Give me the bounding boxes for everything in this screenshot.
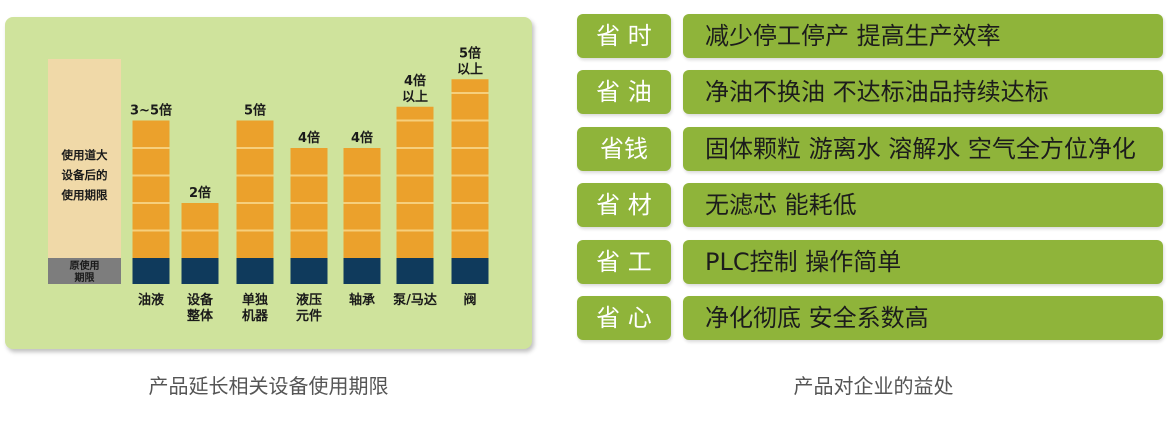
bar-category-label: 设备 <box>187 292 214 308</box>
bar-category-label: 轴承 <box>349 292 375 308</box>
bar-category-label: 泵/马达 <box>393 292 437 308</box>
bar-original <box>396 258 434 284</box>
benefit-desc-worry: 净化彻底 安全系数高 <box>683 296 1163 340</box>
bar-value-label: 2倍 <box>189 185 211 201</box>
benefits-caption: 产品对企业的益处 <box>793 374 954 398</box>
bar-value-label: 5倍 <box>459 45 481 61</box>
benefit-tag-material: 省 材 <box>577 183 671 227</box>
benefit-tag-worry: 省 心 <box>577 296 671 340</box>
bar-value-label: 以上 <box>457 62 483 77</box>
bar-value-label: 3~5倍 <box>130 103 172 119</box>
chart-panel: 使用道大设备后的使用期限原使用 期限 3~5倍油液 2倍设备 整体 5倍单独 机器 4倍液压元… <box>5 17 532 349</box>
baseline-box <box>48 59 121 258</box>
bar-extended <box>132 120 170 258</box>
bar-value-label: 4倍 <box>351 130 373 146</box>
bar-value-label: 4倍 <box>298 130 320 146</box>
benefit-desc-material: 无滤芯 能耗低 <box>683 183 1163 227</box>
bar-original <box>290 258 328 284</box>
bar-original <box>236 258 274 284</box>
benefit-tag-oil: 省 油 <box>577 70 671 114</box>
bar-category-label: 阀 <box>463 292 476 308</box>
benefit-desc-time: 减少停工停产 提高生产效率 <box>683 14 1163 58</box>
bar-value-label: 4倍 <box>404 73 426 89</box>
bar-original <box>181 258 219 284</box>
bar-category-label: 液压 <box>296 292 322 308</box>
baseline-original-label: 原使用 <box>70 259 100 272</box>
baseline-box-label: 设备后的 <box>62 168 108 182</box>
benefit-desc-labor: PLC控制 操作简单 <box>683 240 1163 284</box>
bar-original <box>132 258 170 284</box>
bar-value-label: 以上 <box>402 90 428 105</box>
baseline-box-label: 使用期限 <box>61 188 108 202</box>
bar-extended <box>451 79 489 258</box>
benefit-tag-labor: 省 工 <box>577 240 671 284</box>
bar-value-label: 5倍 <box>244 103 266 119</box>
bar-category-label: 油液 <box>138 292 164 308</box>
bar-category-label: 整体 <box>186 308 214 324</box>
baseline-box-label: 使用道大 <box>61 148 108 162</box>
benefit-tag-time: 省 时 <box>577 14 671 58</box>
bar-category-label: 单独 <box>242 292 268 308</box>
bar-extended <box>396 106 434 258</box>
baseline-original-segment <box>48 258 121 284</box>
bar-original <box>343 258 381 284</box>
baseline-original-label: 期限 <box>75 271 96 284</box>
bar-category-label: 机器 <box>242 308 269 324</box>
bar-category-label: 元件 <box>296 308 322 324</box>
benefit-desc-money: 固体颗粒 游离水 溶解水 空气全方位净化 <box>683 127 1163 171</box>
benefit-tag-money: 省钱 <box>577 127 671 171</box>
bar-extended <box>236 120 274 258</box>
benefit-desc-oil: 净油不换油 不达标油品持续达标 <box>683 70 1163 114</box>
chart-caption: 产品延长相关设备使用期限 <box>148 374 389 398</box>
bar-original <box>451 258 489 284</box>
